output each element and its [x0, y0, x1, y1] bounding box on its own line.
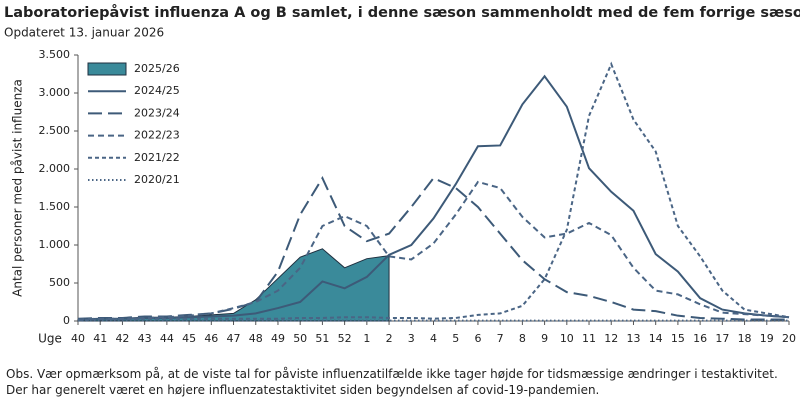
x-tick-label: 17 — [715, 332, 729, 345]
x-tick-label: 19 — [760, 332, 774, 345]
footnote: Obs. Vær opmærksom på, at de viste tal f… — [6, 367, 778, 397]
x-tick-label: 10 — [560, 332, 574, 345]
series-line — [77, 61, 790, 322]
x-tick-label: 1 — [363, 332, 370, 345]
legend-label: 2024/25 — [134, 84, 180, 97]
legend-swatch — [87, 62, 127, 76]
x-tick-label: 52 — [338, 332, 352, 345]
series-area — [77, 248, 390, 322]
legend-label: 2023/24 — [134, 106, 180, 119]
x-tick-label: 14 — [649, 332, 663, 345]
x-tick-label: 5 — [452, 332, 459, 345]
y-tick-label: 500 — [49, 276, 70, 289]
chart: Laboratoriepåvist influenza A og B samle… — [4, 4, 800, 346]
x-tick-label: 46 — [204, 332, 218, 345]
x-tick-label: 3 — [408, 332, 415, 345]
x-axis-label: Uge — [38, 332, 62, 346]
x-tick-label: 20 — [782, 332, 796, 345]
legend-label: 2022/23 — [134, 129, 180, 142]
x-tick-label: 50 — [293, 332, 307, 345]
series-line — [77, 74, 790, 321]
x-tick-label: 11 — [582, 332, 596, 345]
y-tick-label: 1.500 — [39, 200, 71, 213]
y-tick-label: 3.000 — [39, 86, 71, 99]
x-tick-label: 41 — [93, 332, 107, 345]
x-tick-label: 9 — [541, 332, 548, 345]
y-tick-label: 3.500 — [39, 48, 71, 61]
x-tick-label: 47 — [227, 332, 241, 345]
x-tick-label: 42 — [115, 332, 129, 345]
chart-title: Laboratoriepåvist influenza A og B samle… — [4, 4, 800, 21]
y-tick-label: 2.000 — [39, 162, 71, 175]
x-tick-label: 13 — [626, 332, 640, 345]
x-tick-label: 2 — [386, 332, 393, 345]
x-tick-label: 15 — [671, 332, 685, 345]
x-tick-label: 40 — [71, 332, 85, 345]
y-tick-label: 2.500 — [39, 124, 71, 137]
x-tick-label: 16 — [693, 332, 707, 345]
series-line — [77, 176, 789, 321]
legend-label: 2025/26 — [134, 62, 180, 75]
legend-label: 2021/22 — [134, 151, 180, 164]
x-tick-label: 49 — [271, 332, 285, 345]
x-tick-label: 7 — [497, 332, 504, 345]
y-axis-label: Antal personer med påvist influenza — [11, 79, 25, 297]
x-tick-label: 44 — [160, 332, 174, 345]
x-tick-label: 43 — [138, 332, 152, 345]
x-tick-label: 48 — [249, 332, 263, 345]
x-tick-label: 45 — [182, 332, 196, 345]
x-tick-label: 51 — [315, 332, 329, 345]
legend-label: 2020/21 — [134, 173, 180, 186]
series-line — [77, 180, 790, 321]
x-tick-label: 18 — [738, 332, 752, 345]
chart-subtitle: Opdateret 13. januar 2026 — [4, 26, 164, 40]
y-tick-label: 0 — [63, 314, 70, 327]
x-tick-label: 8 — [519, 332, 526, 345]
y-tick-label: 1.000 — [39, 238, 71, 251]
x-tick-label: 6 — [474, 332, 481, 345]
x-tick-label: 12 — [604, 332, 618, 345]
x-tick-label: 4 — [430, 332, 437, 345]
